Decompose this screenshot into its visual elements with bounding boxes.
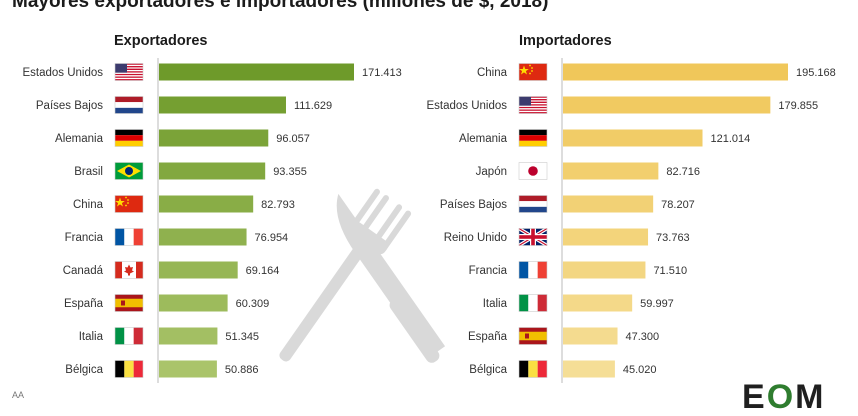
flag-usa-icon (518, 96, 548, 114)
flag-france-icon (518, 261, 548, 279)
flag-usa-icon (114, 63, 144, 81)
flag-italy-icon (114, 327, 144, 345)
bar (159, 228, 247, 246)
data-label: 51.345 (225, 331, 259, 343)
logo-letter: M (795, 378, 826, 416)
flag-canada-icon (114, 261, 144, 279)
flag-netherlands-icon (518, 195, 548, 213)
category-label: China (73, 199, 104, 211)
data-label: 179.855 (778, 100, 818, 112)
category-label: Italia (79, 331, 104, 343)
category-label: Francia (469, 265, 508, 277)
category-label: Bélgica (469, 364, 507, 376)
data-label: 82.793 (261, 199, 295, 211)
importers-chart: China 195.168 Estados Unidos 179.855 Alemani… (426, 58, 836, 383)
category-label: Francia (65, 232, 104, 244)
category-label: España (64, 298, 104, 310)
data-label: 45.020 (623, 364, 657, 376)
bar (563, 294, 633, 312)
exporters-panel-title: Exportadores (114, 33, 208, 49)
flag-italy-icon (518, 294, 548, 312)
importers-panel-title: Importadores (519, 33, 612, 49)
flag-spain-icon (518, 327, 548, 345)
category-label: Alemania (55, 133, 104, 145)
bar (563, 195, 654, 213)
bar (563, 327, 618, 345)
fork-knife-icon (279, 188, 446, 363)
category-label: Países Bajos (36, 100, 103, 112)
bar (159, 96, 286, 114)
data-label: 47.300 (626, 331, 660, 343)
flag-belgium-icon (114, 360, 144, 378)
data-label: 69.164 (246, 265, 280, 277)
category-label: Brasil (74, 166, 103, 178)
logo: EOM (742, 380, 825, 414)
data-label: 76.954 (255, 232, 289, 244)
bar (159, 195, 254, 213)
bar (159, 261, 238, 279)
data-label: 111.629 (294, 100, 332, 112)
data-label: 78.207 (661, 199, 695, 211)
data-label: 60.309 (236, 298, 270, 310)
bar (563, 261, 646, 279)
data-label: 96.057 (276, 133, 310, 145)
bar (563, 162, 659, 180)
category-label: Bélgica (65, 364, 103, 376)
flag-china-icon (114, 195, 144, 213)
bar (159, 294, 228, 312)
category-label: China (477, 67, 508, 79)
data-label: 50.886 (225, 364, 259, 376)
footer-note: AA (12, 390, 25, 400)
category-label: Estados Unidos (22, 67, 103, 79)
data-label: 121.014 (711, 133, 751, 145)
data-label: 59.997 (640, 298, 674, 310)
flag-belgium-icon (518, 360, 548, 378)
flag-germany-icon (114, 129, 144, 147)
data-label: 195.168 (796, 67, 836, 79)
data-label: 93.355 (273, 166, 307, 178)
exporters-chart: Estados Unidos 171.413 Países Bajos 111.629… (22, 58, 402, 383)
flag-netherlands-icon (114, 96, 144, 114)
flag-japan-icon (518, 162, 548, 180)
charts-canvas: Estados Unidos 171.413 Países Bajos 111.629… (22, 58, 836, 383)
bar (159, 63, 354, 81)
flag-germany-icon (518, 129, 548, 147)
category-label: Alemania (459, 133, 508, 145)
category-label: Reino Unido (444, 232, 507, 244)
category-label: Japón (476, 166, 507, 178)
bar (159, 360, 217, 378)
category-label: Países Bajos (440, 199, 507, 211)
bar (563, 360, 615, 378)
bar (563, 129, 703, 147)
flag-brazil-icon (114, 162, 144, 180)
flag-uk-icon (518, 227, 548, 247)
category-label: Italia (483, 298, 508, 310)
category-label: Estados Unidos (426, 100, 507, 112)
flag-china-icon (518, 63, 548, 81)
flag-france-icon (114, 228, 144, 246)
category-label: Canadá (63, 265, 104, 277)
bar (563, 228, 649, 246)
bar (159, 327, 218, 345)
bar (159, 162, 266, 180)
logo-letter: O (766, 378, 796, 416)
data-label: 171.413 (362, 67, 402, 79)
flag-spain-icon (114, 294, 144, 312)
bar (563, 63, 788, 81)
bar (159, 129, 269, 147)
data-label: 82.716 (666, 166, 700, 178)
page-title: Mayores exportadores e importadores (mil… (12, 0, 549, 12)
data-label: 71.510 (653, 265, 687, 277)
bar (563, 96, 771, 114)
category-label: España (468, 331, 508, 343)
logo-letter: E (742, 378, 767, 416)
data-label: 73.763 (656, 232, 690, 244)
